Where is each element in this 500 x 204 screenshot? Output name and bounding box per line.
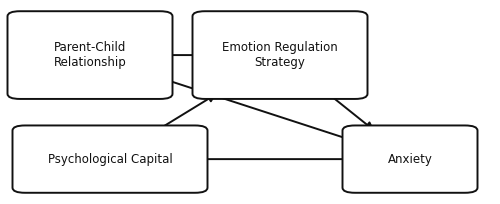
FancyBboxPatch shape [342,125,477,193]
Text: Emotion Regulation
Strategy: Emotion Regulation Strategy [222,41,338,69]
Text: Anxiety: Anxiety [388,153,432,166]
Text: Parent-Child
Relationship: Parent-Child Relationship [54,41,127,69]
FancyBboxPatch shape [8,11,172,99]
FancyBboxPatch shape [12,125,207,193]
Text: Psychological Capital: Psychological Capital [48,153,172,166]
FancyBboxPatch shape [192,11,368,99]
